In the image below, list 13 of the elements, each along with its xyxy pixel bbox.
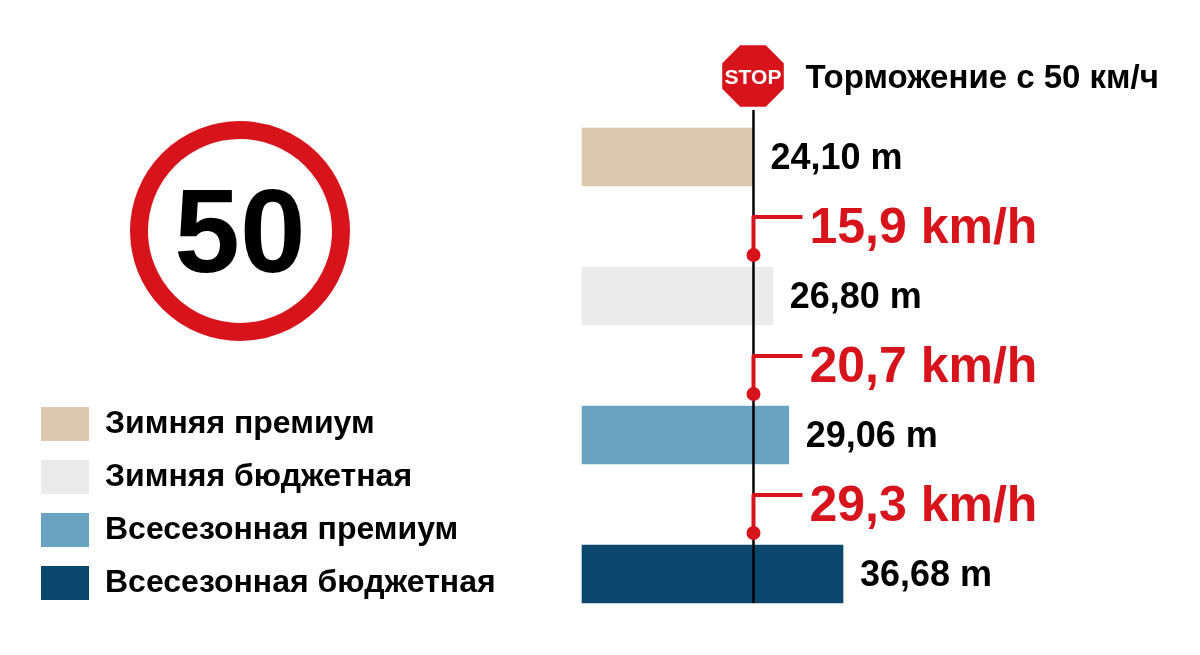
data-label: 36,68 m: [860, 552, 993, 594]
data-label: 26,80 m: [789, 274, 922, 316]
annotation: 29,3 km/h: [809, 476, 1038, 532]
text: Торможение с 50 км/ч: [805, 58, 1159, 95]
annotation: 15,9 km/h: [809, 198, 1038, 254]
legend-label: Зимняя бюджетная: [105, 456, 413, 493]
speed-limit-sign-icon: 50: [129, 120, 351, 342]
data-label: 24,10 m: [770, 135, 903, 177]
data-label: 29,06 m: [805, 413, 938, 455]
annotation: 20,7 km/h: [809, 337, 1038, 393]
legend-label: Всесезонная бюджетная: [105, 562, 496, 599]
legend-label: Зимняя премиум: [105, 403, 375, 440]
legend-label: Всесезонная премиум: [105, 509, 459, 546]
